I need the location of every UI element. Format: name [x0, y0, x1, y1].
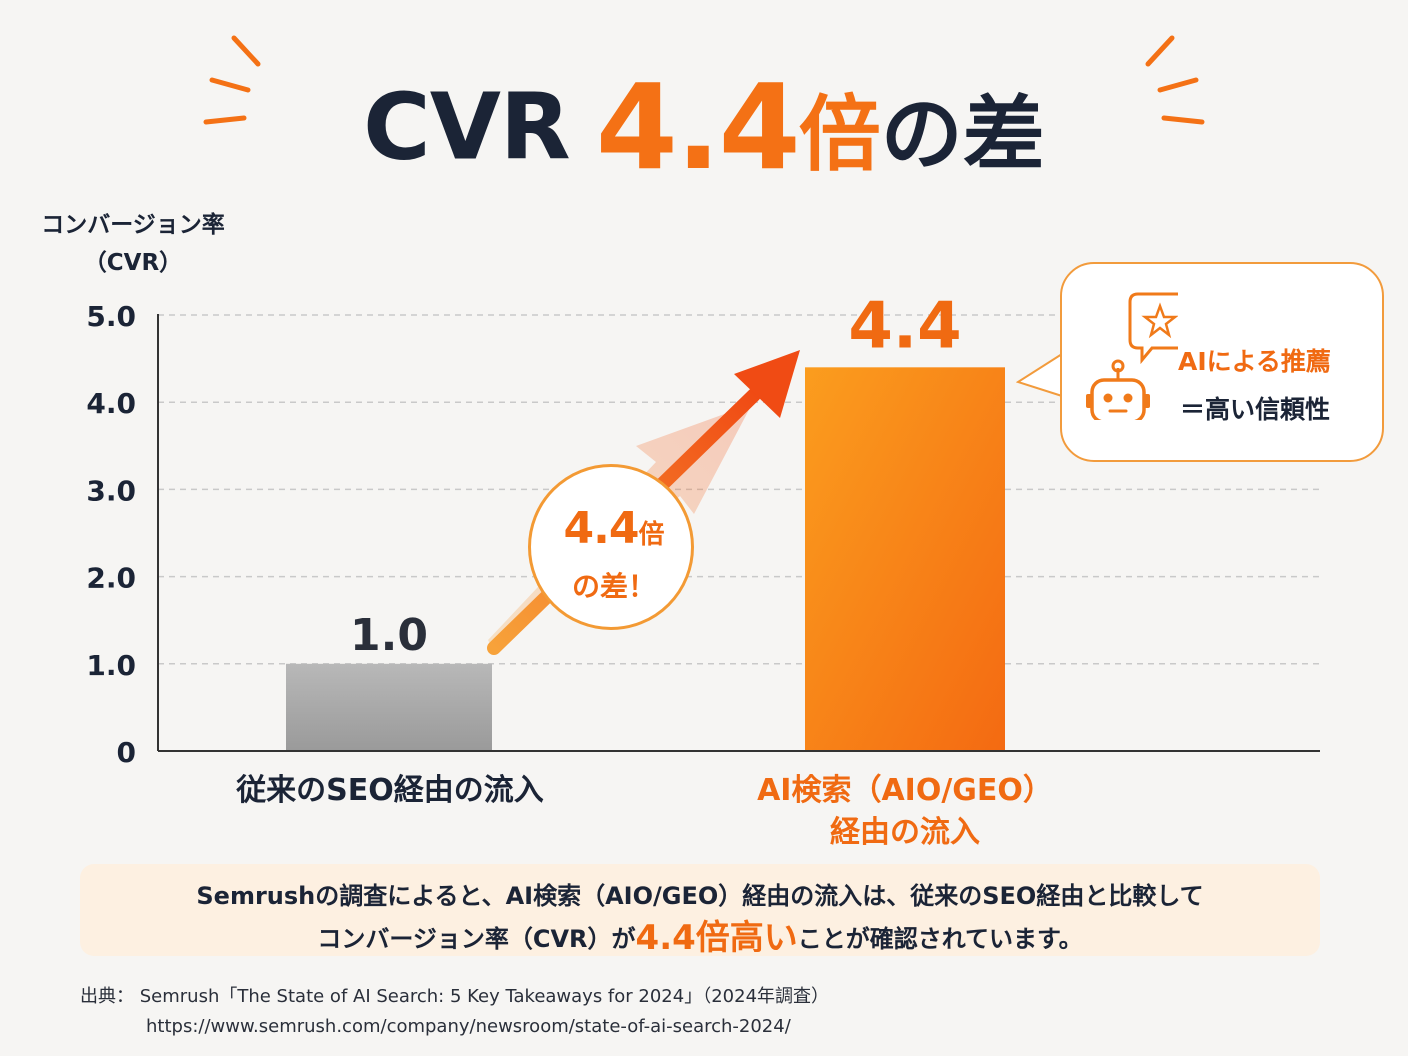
- source-url: https://www.semrush.com/company/newsroom…: [146, 1016, 791, 1037]
- bar-seo: [286, 663, 492, 751]
- callout-line1: AIによる推薦: [1178, 347, 1331, 376]
- y-axis-title: コンバージョン率 （CVR）: [18, 206, 248, 282]
- x-category-seo-line1: 従来のSEO経由の流入: [236, 773, 544, 808]
- summary-box: Semrushの調査によると、AI検索（AIO/GEO）経由の流入は、従来のSE…: [80, 864, 1320, 959]
- x-category-ai: AI検索（AIO/GEO） 経由の流入: [700, 770, 1110, 854]
- source-title: Semrush「The State of AI Search: 5 Key Ta…: [139, 986, 830, 1007]
- y-axis-title-line1: コンバージョン率: [41, 212, 225, 238]
- bubble-number: 4.4: [563, 503, 640, 554]
- summary-highlight: 4.4倍高い: [635, 918, 798, 958]
- bubble-bai: 倍: [638, 520, 665, 550]
- headline-cvr: CVR: [363, 73, 571, 181]
- x-category-ai-line1: AI検索（AIO/GEO）: [757, 773, 1053, 808]
- source-title-line: 出典： Semrush「The State of AI Search: 5 Ke…: [80, 982, 829, 1012]
- y-tick-label: 3.0: [86, 474, 136, 507]
- headline-sa: の差: [880, 87, 1045, 183]
- y-tick-label: 0: [117, 736, 136, 769]
- bars: [286, 367, 1005, 751]
- source-label: 出典：: [80, 986, 134, 1007]
- robot-icon: [1086, 292, 1178, 420]
- y-tick-labels: 0 1.0 2.0 3.0 4.0 5.0: [86, 300, 136, 769]
- summary-line2: コンバージョン率（CVR）が4.4倍高いことが確認されています。: [80, 910, 1320, 959]
- headline-number: 4.4: [595, 58, 801, 196]
- bar-ai: [805, 367, 1005, 751]
- star-icon: [1141, 302, 1178, 339]
- ai-recommendation-callout: AIによる推薦 ＝高い信頼性: [1060, 262, 1384, 462]
- y-tick-label: 1.0: [86, 649, 136, 682]
- summary-line2-post: ことが確認されています。: [797, 925, 1083, 953]
- x-category-ai-line2: 経由の流入: [830, 815, 980, 850]
- callout-line2: ＝高い信頼性: [1180, 395, 1331, 424]
- summary-line2-pre: コンバージョン率（CVR）が: [317, 925, 636, 953]
- y-axis-title-line2: （CVR）: [83, 250, 183, 276]
- headline: CVR 4.4倍の差: [0, 58, 1408, 198]
- bubble-bottom: の差！: [571, 570, 656, 603]
- callout-tail: [1016, 352, 1066, 402]
- summary-line1: Semrushの調査によると、AI検索（AIO/GEO）経由の流入は、従来のSE…: [196, 882, 1204, 910]
- difference-bubble: 4.4倍 の差！: [528, 464, 694, 630]
- headline-bai: 倍: [798, 87, 881, 183]
- y-tick-label: 2.0: [86, 562, 136, 595]
- x-category-seo: 従来のSEO経由の流入: [170, 770, 610, 812]
- source-citation: 出典： Semrush「The State of AI Search: 5 Ke…: [80, 982, 829, 1042]
- y-tick-label: 5.0: [86, 300, 136, 333]
- value-labels: 1.0 4.4: [350, 289, 962, 660]
- bubble-top: 4.4倍: [531, 503, 697, 554]
- burst-lines-decoration: [203, 35, 1205, 125]
- y-tick-label: 4.0: [86, 387, 136, 420]
- value-label-ai: 4.4: [848, 289, 961, 363]
- value-label-seo: 1.0: [350, 610, 428, 661]
